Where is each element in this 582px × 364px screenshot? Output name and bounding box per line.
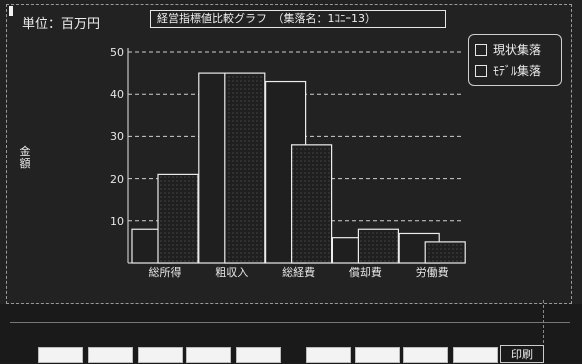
function-key-8[interactable] — [403, 347, 448, 363]
function-key-7[interactable] — [355, 347, 400, 363]
chart-title: 経営指標値比較グラフ （集落名：1ｺﾆｰ13） — [150, 10, 446, 28]
y-tick-label: 50 — [110, 46, 124, 59]
legend-item-current: 現状集落 — [475, 39, 555, 60]
bar-model — [157, 173, 199, 264]
x-tick-label: 粗収入 — [215, 266, 248, 279]
hollow-square-icon — [475, 64, 487, 77]
unit-label: 単位：百万円 — [22, 17, 101, 32]
y-tick-label: 10 — [110, 214, 124, 228]
bar-model — [291, 144, 333, 264]
legend-item-model: ﾓﾃﾞﾙ集落 — [475, 60, 555, 81]
cursor-mark — [9, 6, 13, 16]
y-axis-label: 金額 — [19, 145, 31, 170]
function-key-9[interactable] — [453, 347, 498, 363]
print-button[interactable]: 印刷 — [500, 345, 544, 363]
bar-model — [357, 228, 399, 264]
hollow-square-icon — [475, 43, 487, 56]
bar-model — [424, 241, 466, 264]
function-key-4[interactable] — [186, 347, 231, 363]
x-tick-label: 償却費 — [349, 265, 382, 279]
y-tick-label: 30 — [110, 130, 124, 144]
legend-label: 現状集落 — [493, 43, 542, 57]
x-tick-label: 総経費 — [282, 265, 315, 279]
chart-panel-frame — [6, 4, 572, 304]
legend-label: ﾓﾃﾞﾙ集落 — [493, 64, 542, 78]
y-tick-label: 40 — [110, 88, 124, 102]
function-key-2[interactable] — [88, 347, 133, 363]
legend: 現状集落 ﾓﾃﾞﾙ集落 — [468, 34, 562, 86]
y-tick-label: 20 — [110, 172, 124, 186]
separator-line — [10, 322, 570, 323]
x-tick-label: 労働費 — [416, 265, 449, 279]
function-key-6[interactable] — [306, 347, 351, 363]
x-tick-label: 総所得 — [149, 265, 182, 279]
divider-line — [543, 300, 545, 363]
function-key-5[interactable] — [236, 347, 281, 363]
function-key-1[interactable] — [38, 347, 83, 363]
bar-model — [224, 72, 266, 264]
function-key-3[interactable] — [138, 347, 183, 363]
